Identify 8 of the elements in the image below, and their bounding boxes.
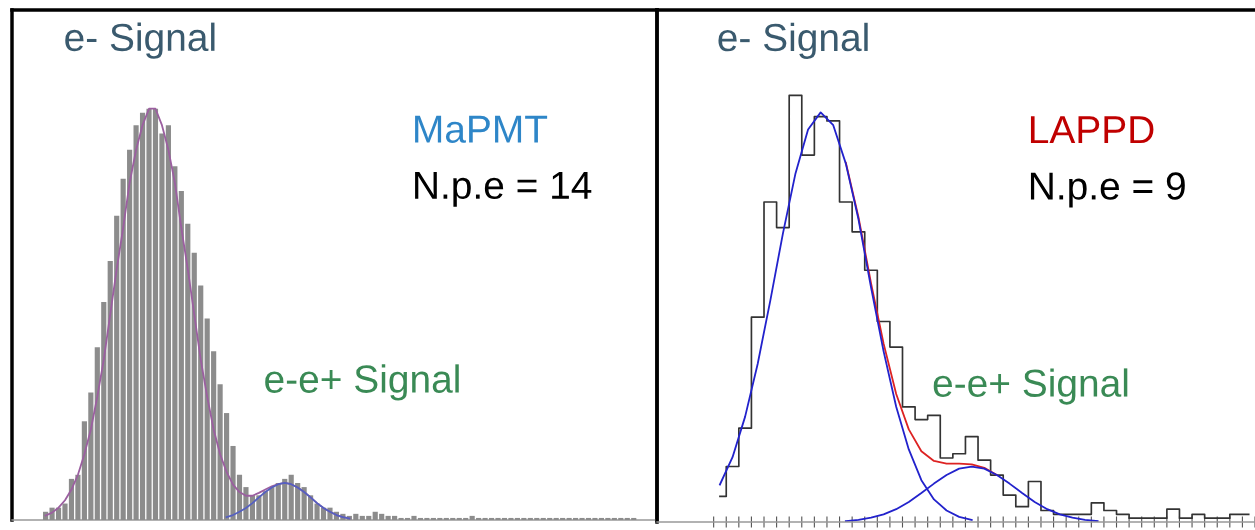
chart-title: e- Signal — [718, 22, 868, 60]
chart-title: e- Signal — [65, 22, 215, 59]
annotation: e-e+ Signal — [933, 368, 1128, 405]
annotation: N.p.e = 14 — [415, 171, 592, 207]
annotation: e-e+ Signal — [265, 364, 459, 401]
annotation: LAPPD — [1030, 116, 1154, 144]
annotation: MaPMT — [415, 115, 548, 143]
annotation: N.p.e = 9 — [1030, 172, 1185, 208]
